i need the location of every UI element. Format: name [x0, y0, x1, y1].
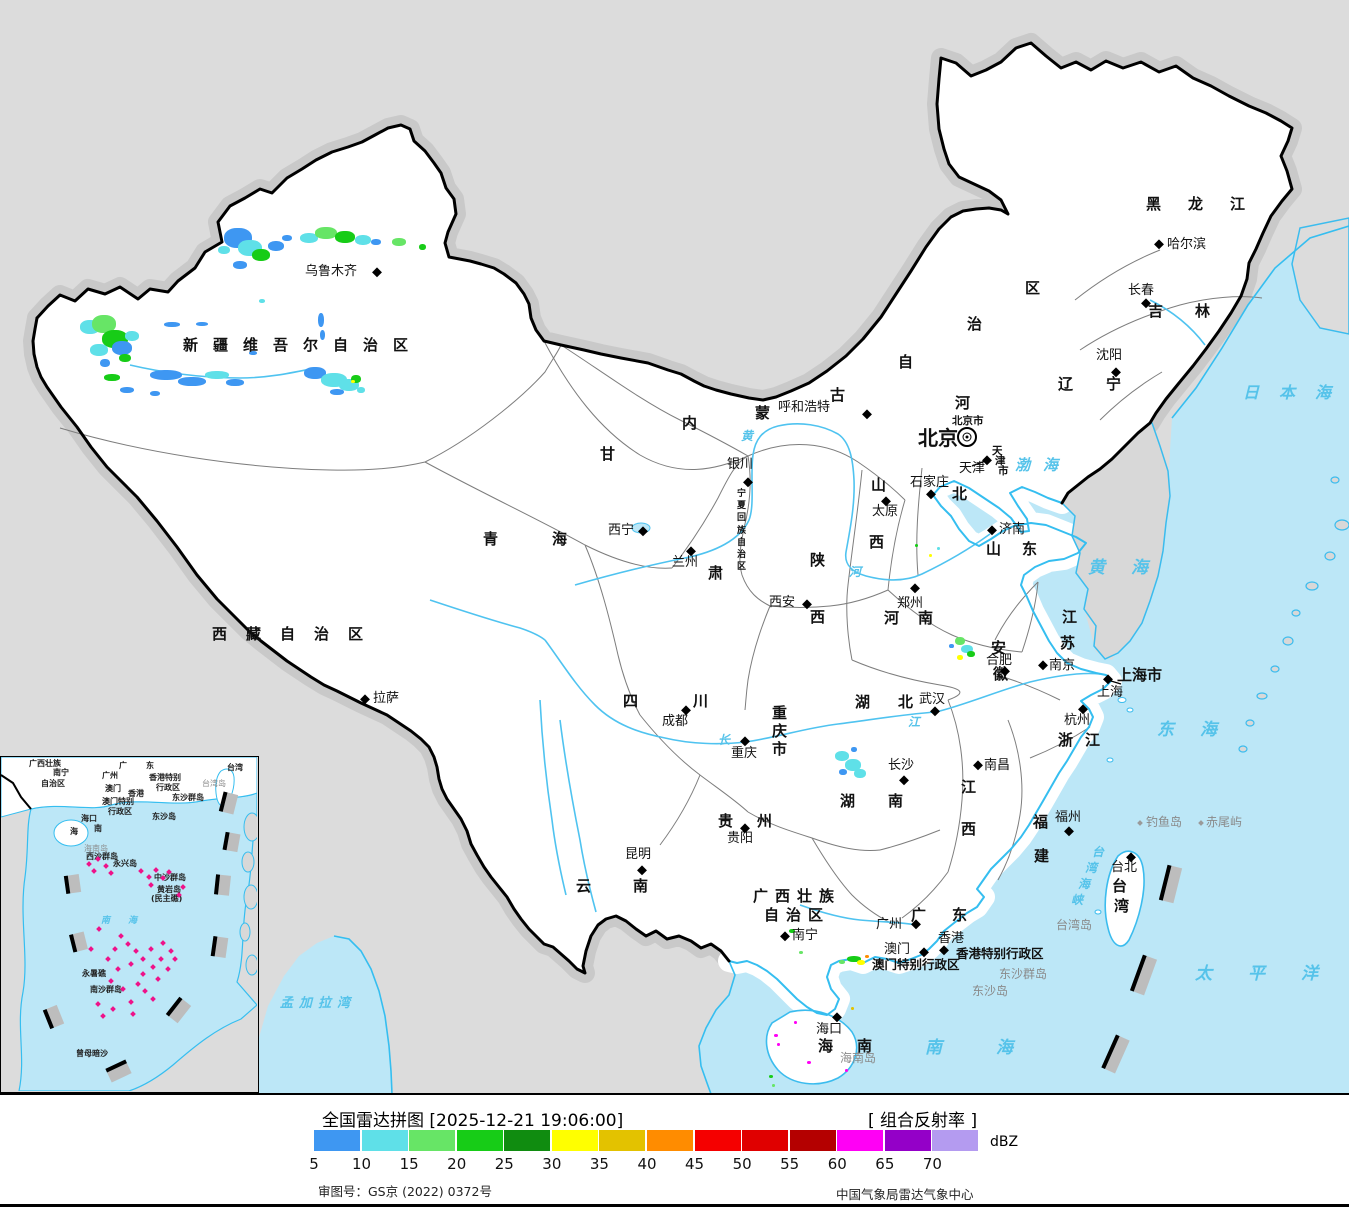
approval-number: 审图号：GS京 (2022) 0372号 [318, 1184, 492, 1199]
colorbar-tick: 20 [447, 1155, 467, 1173]
colorbar-tick: 55 [780, 1155, 800, 1173]
colorbar-segment [361, 1130, 408, 1151]
colorbar-segment [694, 1130, 741, 1151]
inset-canvas [1, 757, 257, 1091]
primorye-coastline [1171, 225, 1349, 419]
colorbar-segment [837, 1130, 884, 1151]
colorbar-tick: 40 [637, 1155, 657, 1173]
colorbar-segment [504, 1130, 551, 1151]
inset-philippines [239, 812, 257, 976]
colorbar-tick: 35 [589, 1155, 609, 1173]
coastal-islets [1094, 697, 1134, 915]
colorbar-segment [789, 1130, 836, 1151]
colorbar-segment [742, 1130, 789, 1151]
inset-vietnam-border [1, 774, 32, 810]
colorbar-segment [932, 1130, 979, 1151]
colorbar-segment [884, 1130, 931, 1151]
colorbar-tick: 60 [827, 1155, 847, 1173]
national-border-south [31, 316, 731, 975]
colorbar-segment [409, 1130, 456, 1151]
colorbar-tick: 30 [542, 1155, 562, 1173]
ryukyu-islands [1238, 476, 1349, 753]
colorbar-tick: 70 [922, 1155, 942, 1173]
page-bottom-border [0, 1204, 1349, 1207]
national-border-north [35, 41, 1294, 505]
legend-band: 全国雷达拼图 [2025-12-21 19:06:00] [ 组合反射率 ] 5… [0, 1093, 1349, 1208]
dbz-colorbar [314, 1130, 980, 1151]
rivers [129, 299, 1206, 926]
china-landmass [33, 43, 1292, 1015]
colorbar-tick: 10 [352, 1155, 372, 1173]
agency-credit: 中国气象局雷达气象中心 [836, 1187, 974, 1202]
colorbar-tick: 50 [732, 1155, 752, 1173]
myanmar-coastline [333, 935, 393, 1095]
japan-coast-corner [1291, 217, 1349, 335]
taiwan-island [1104, 850, 1145, 947]
qinghai-lake [631, 522, 651, 534]
inset-hainan [53, 819, 89, 847]
shanghai-arrow [1110, 680, 1122, 685]
colorbar-tick: 45 [685, 1155, 705, 1173]
province-boundaries [59, 249, 1263, 926]
dbz-unit: dBZ [990, 1134, 1019, 1150]
product-label: [ 组合反射率 ] [868, 1111, 978, 1131]
colorbar-segment [599, 1130, 646, 1151]
colorbar-tick: 25 [494, 1155, 514, 1173]
south-china-sea-inset: 广西壮族 自治区 南宁广东广州 香港特别 行政区 澳门 香港 澳门特别 行政区 东沙群岛 东沙岛 台湾… [0, 756, 259, 1093]
colorbar-segment [551, 1130, 598, 1151]
map-title: 全国雷达拼图 [2025-12-21 19:06:00] [322, 1111, 624, 1131]
colorbar-tick: 15 [399, 1155, 419, 1173]
sea-bay-of-bengal [252, 936, 392, 1094]
colorbar-segment [646, 1130, 694, 1151]
colorbar-tick: 5 [309, 1155, 319, 1173]
colorbar-tick: 65 [875, 1155, 895, 1173]
colorbar-segment [456, 1130, 503, 1151]
sea-east-pacific [699, 226, 1349, 1094]
colorbar-segment [314, 1130, 361, 1151]
vietnam-coastline [698, 960, 736, 1095]
